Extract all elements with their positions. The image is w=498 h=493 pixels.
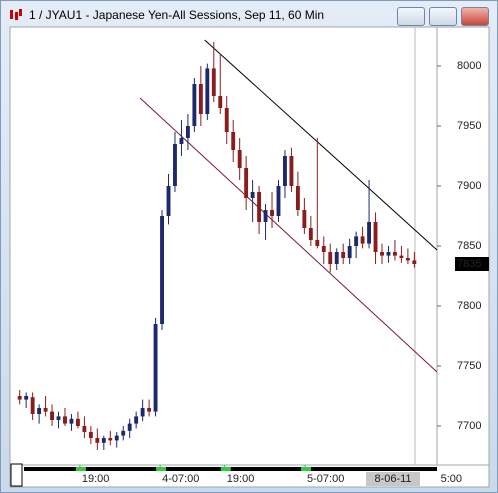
- candle-body: [380, 252, 384, 256]
- session-marker: [301, 467, 312, 471]
- candle-body: [289, 156, 294, 186]
- trendline: [204, 39, 438, 251]
- candle-body: [354, 236, 359, 246]
- candle-body: [37, 408, 42, 414]
- minimize-button[interactable]: [397, 7, 425, 26]
- y-tick-label: 7700: [457, 420, 481, 432]
- candle-body: [276, 186, 281, 216]
- candle-body: [302, 210, 307, 228]
- candle-body: [95, 438, 100, 443]
- candle-body: [63, 416, 67, 424]
- plot-area: [9, 26, 438, 466]
- candle-body: [211, 68, 216, 96]
- candle-body: [30, 397, 35, 414]
- close-button[interactable]: [461, 7, 489, 26]
- candle-body: [315, 240, 320, 246]
- candle-body: [218, 96, 223, 108]
- time-label: 5:00: [441, 473, 462, 485]
- trendline: [139, 97, 438, 373]
- candle-body: [347, 246, 352, 258]
- candle-body: [192, 84, 197, 126]
- x-tick-label: 19:00: [227, 473, 255, 485]
- session-marker: [75, 467, 86, 471]
- last-price-label: 7835: [457, 258, 481, 270]
- candle-body: [328, 252, 333, 264]
- last-price-box: [455, 257, 489, 271]
- candle-body: [56, 416, 61, 420]
- candle-body: [147, 408, 152, 412]
- y-tick-label: 7800: [457, 300, 481, 312]
- candle-body: [367, 222, 372, 244]
- candle-body: [263, 210, 268, 222]
- candle-body: [321, 246, 326, 252]
- candle-body: [121, 430, 126, 436]
- x-tick-label: 19:00: [82, 473, 110, 485]
- candle-body: [399, 255, 404, 258]
- candle-body: [224, 108, 229, 132]
- candle-body: [88, 432, 93, 438]
- y-tick-label: 7750: [457, 360, 481, 372]
- x-tick-label: 4-07:00: [162, 473, 199, 485]
- candle-body: [127, 423, 132, 431]
- title-bar: 1 / JYAU1 - Japanese Yen-All Sessions, S…: [1, 1, 497, 29]
- candle-body: [250, 192, 255, 198]
- candle-body: [114, 435, 119, 441]
- candle-body: [140, 408, 145, 417]
- candle-body: [69, 418, 74, 424]
- y-axis-panel: [436, 26, 490, 466]
- candle-body: [341, 252, 346, 258]
- candle-body: [283, 156, 287, 186]
- candle-body: [153, 324, 158, 412]
- candle-body: [43, 408, 48, 412]
- candle-body: [308, 228, 313, 240]
- candle-body: [295, 186, 300, 210]
- candle-body: [334, 252, 339, 264]
- candle-body: [82, 426, 87, 432]
- candle-body: [270, 210, 274, 216]
- y-tick-label: 7900: [457, 180, 481, 192]
- candle-body: [244, 168, 249, 198]
- x-tick-label: 5-07:00: [307, 473, 344, 485]
- candle-body: [75, 418, 80, 426]
- candle-body: [257, 192, 262, 222]
- candle-body: [17, 396, 22, 400]
- candle-body: [198, 84, 203, 114]
- date-box: [366, 472, 420, 486]
- y-tick-label: 7950: [457, 120, 481, 132]
- session-marker: [156, 467, 167, 471]
- window-title: 1 / JYAU1 - Japanese Yen-All Sessions, S…: [29, 8, 325, 22]
- maximize-button[interactable]: [429, 7, 457, 26]
- candle-body: [185, 126, 190, 138]
- candle-body: [24, 396, 29, 400]
- candle-body: [134, 416, 139, 424]
- candle-body: [360, 236, 365, 244]
- y-tick-label: 7850: [457, 240, 481, 252]
- candle-body: [237, 150, 242, 168]
- candle-body: [50, 411, 54, 420]
- candle-body: [160, 216, 164, 324]
- candle-body: [231, 132, 236, 150]
- y-tick-label: 8000: [457, 60, 481, 72]
- candle-body: [108, 438, 113, 441]
- candle-body: [179, 138, 184, 144]
- candle-body: [101, 438, 106, 443]
- candle-body: [373, 222, 378, 252]
- candle-body: [412, 260, 417, 264]
- candle-body: [173, 144, 177, 186]
- scroll-thumb[interactable]: [10, 463, 23, 487]
- app-icon: [10, 9, 22, 20]
- date-label: 8-06-11: [374, 473, 411, 485]
- candle-body: [405, 258, 410, 261]
- candle-body: [386, 252, 391, 256]
- candle-body: [393, 252, 397, 256]
- candle-body: [166, 186, 171, 216]
- candle-body: [205, 68, 210, 114]
- session-marker: [220, 467, 231, 471]
